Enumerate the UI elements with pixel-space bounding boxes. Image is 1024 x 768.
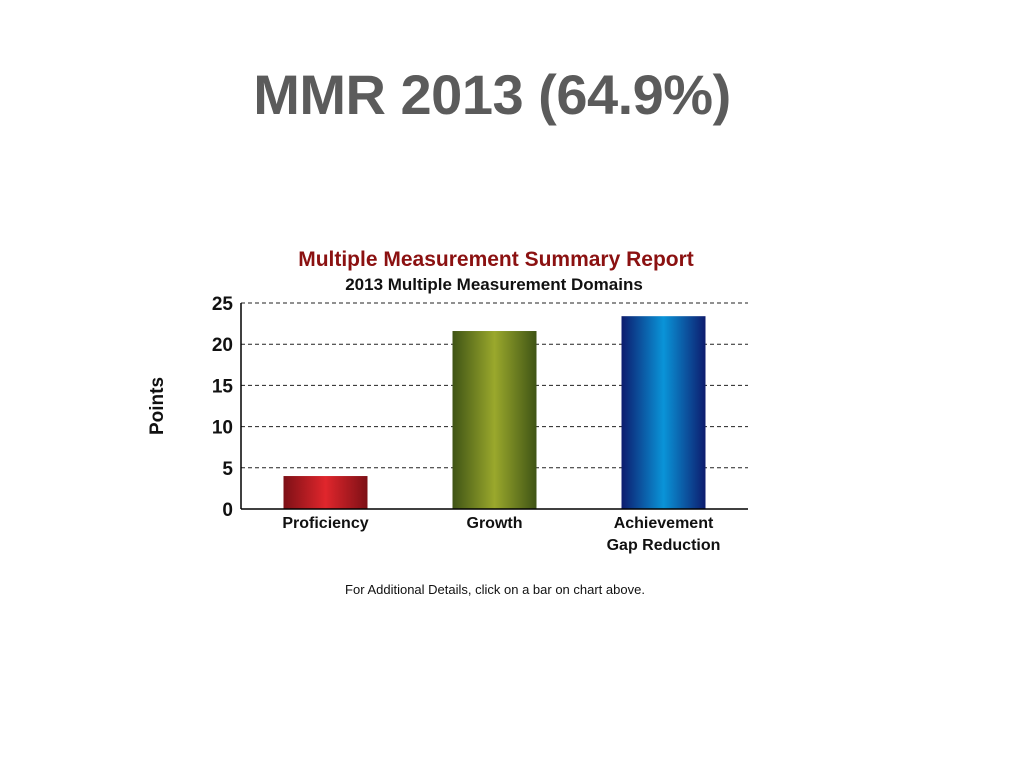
y-axis-label: Points (147, 377, 168, 435)
bar-proficiency[interactable] (283, 476, 368, 509)
x-tick-label: Proficiency (282, 515, 368, 532)
y-tick-label: 15 (212, 376, 234, 397)
y-tick-label: 5 (222, 459, 233, 480)
x-tick-labels: Proficiency Growth Achievement Gap Reductio… (282, 515, 720, 554)
chart-title: Multiple Measurement Summary Report (298, 248, 694, 271)
bar-achievement[interactable] (621, 316, 706, 509)
y-tick-label: 10 (212, 418, 233, 439)
y-tick-label: 0 (222, 500, 233, 521)
x-tick-label: Achievement (614, 515, 714, 532)
slide-title: MMR 2013 (64.9%) (253, 63, 731, 126)
chart-footnote: For Additional Details, click on a bar o… (345, 582, 645, 597)
x-tick-label: Growth (467, 515, 523, 532)
y-tick-label: 20 (212, 335, 233, 356)
y-tick-label: 25 (212, 294, 234, 315)
bar-growth[interactable] (452, 331, 537, 509)
bars (283, 316, 706, 509)
x-tick-label: Gap Reduction (607, 537, 721, 554)
y-tick-labels: 0 5 10 15 20 25 (212, 294, 234, 521)
chart-subtitle: 2013 Multiple Measurement Domains (345, 275, 643, 294)
